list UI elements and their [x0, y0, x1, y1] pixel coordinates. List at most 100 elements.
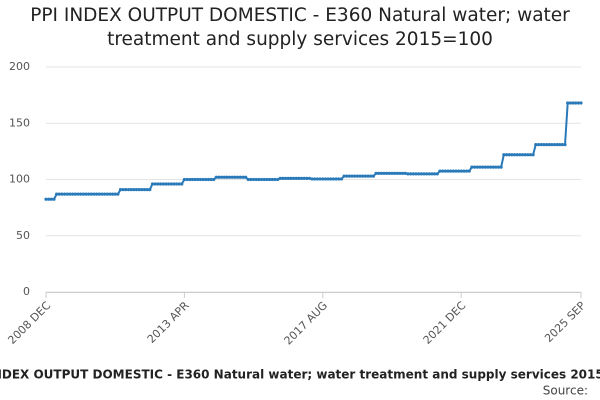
data-point [209, 177, 213, 182]
data-point [526, 153, 530, 157]
data-point [438, 169, 442, 173]
data-point [71, 192, 75, 196]
data-point [409, 172, 413, 176]
data-point [113, 192, 117, 196]
footer-title: PPI INDEX OUTPUT DOMESTIC - E360 Natural… [0, 368, 600, 382]
data-point [201, 177, 205, 182]
data-point [403, 171, 407, 175]
data-point [478, 165, 482, 169]
data-point [310, 177, 314, 181]
data-point [411, 172, 415, 176]
data-point [315, 177, 320, 181]
data-point [132, 188, 136, 192]
data-point [571, 101, 575, 105]
data-point [363, 174, 368, 178]
data-point [539, 143, 543, 147]
data-point [249, 177, 253, 182]
data-point [273, 177, 277, 182]
x-tick-label: 2008 DEC [5, 299, 53, 347]
data-point [267, 177, 272, 182]
data-point [369, 174, 373, 178]
data-point [574, 101, 578, 105]
data-point [217, 175, 221, 179]
data-point [150, 182, 155, 186]
data-point [156, 182, 160, 186]
data-point [137, 188, 141, 192]
data-point [47, 197, 51, 201]
data-point [342, 174, 346, 178]
data-point [161, 182, 165, 186]
data-point [326, 177, 330, 181]
data-point [236, 175, 240, 179]
data-point [190, 177, 194, 182]
data-point [467, 169, 471, 173]
x-tick-label: 2021 DEC [421, 299, 469, 347]
y-tick-label: 100 [9, 173, 30, 186]
data-point [536, 143, 541, 147]
data-point [204, 177, 208, 182]
data-point [121, 188, 125, 192]
data-point [494, 165, 498, 169]
source: Source: [543, 384, 588, 398]
data-point [454, 169, 458, 173]
data-point [57, 192, 61, 196]
data-point [81, 192, 85, 196]
data-point [512, 153, 517, 157]
data-point [464, 169, 469, 173]
data-point [329, 177, 333, 181]
data-point [520, 153, 525, 157]
data-point [265, 177, 269, 182]
data-point [345, 174, 349, 178]
data-point [480, 165, 485, 169]
data-point [446, 169, 450, 173]
data-point [188, 177, 192, 182]
data-point [504, 153, 509, 157]
data-point [177, 182, 181, 186]
data-point [158, 182, 163, 186]
data-point [331, 177, 336, 181]
data-point [233, 175, 237, 179]
data-point [100, 192, 104, 196]
data-point [552, 143, 556, 147]
data-point [116, 192, 120, 196]
data-point [576, 101, 580, 105]
data-point [52, 197, 56, 201]
data-point [291, 176, 296, 180]
data-point [518, 153, 522, 157]
data-point [129, 188, 133, 192]
data-point [486, 165, 490, 169]
y-tick-label: 0 [23, 285, 30, 298]
data-point [92, 192, 96, 196]
data-point [145, 188, 149, 192]
data-point [542, 143, 546, 147]
data-point [228, 175, 232, 179]
data-point [244, 175, 248, 179]
data-point [382, 171, 386, 175]
data-point [531, 153, 535, 157]
data-point [73, 192, 77, 196]
data-point [353, 174, 357, 178]
data-point [193, 177, 197, 182]
data-point [118, 188, 123, 192]
data-point [544, 143, 548, 147]
data-point [164, 182, 168, 186]
data-point [283, 176, 288, 180]
data-point [475, 165, 479, 169]
x-tick-label: 2017 AUG [282, 299, 331, 348]
data-point [355, 174, 360, 178]
data-point [182, 177, 187, 182]
data-point [86, 192, 91, 196]
data-point [79, 192, 83, 196]
data-point [456, 169, 461, 173]
data-point [321, 177, 325, 181]
data-point [414, 172, 418, 176]
data-point [358, 174, 362, 178]
data-point [254, 177, 258, 182]
data-point [105, 192, 109, 196]
data-point [491, 165, 495, 169]
data-point [339, 177, 344, 181]
data-point [563, 143, 567, 147]
data-point [377, 171, 381, 175]
data-point [65, 192, 69, 196]
